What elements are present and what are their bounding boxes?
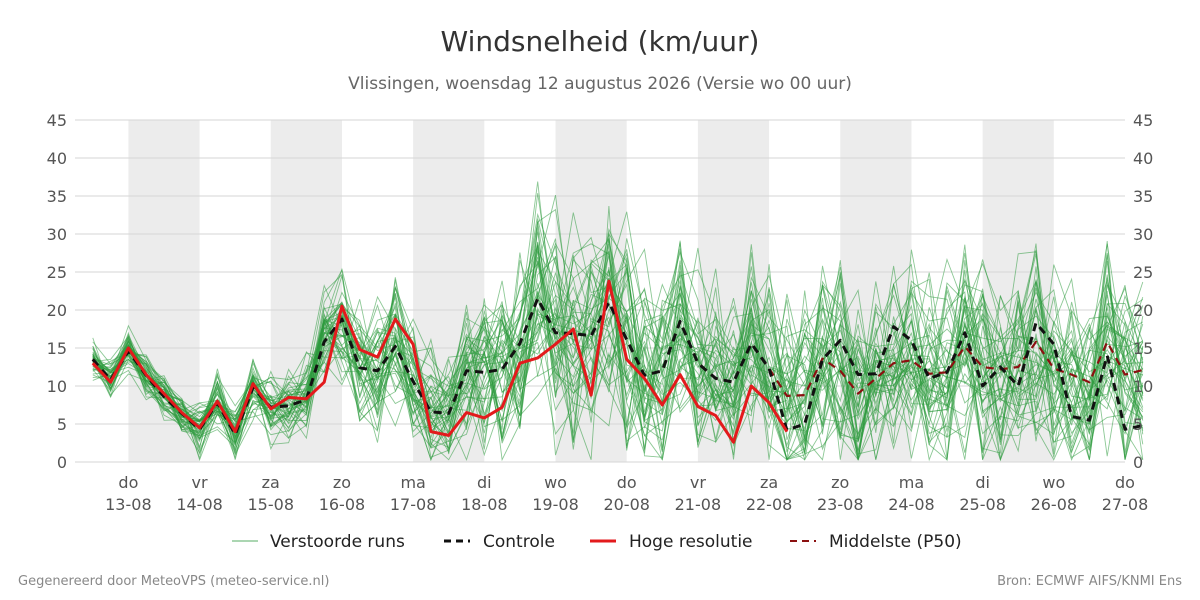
y-tick-right-0: 0 bbox=[1133, 453, 1143, 472]
x-tick-date-24-08: 24-08 bbox=[888, 495, 935, 514]
ensemble-run-47 bbox=[92, 240, 1144, 460]
ensemble-run-49 bbox=[92, 264, 1144, 460]
main-series bbox=[91, 279, 1144, 444]
y-tick-right-20: 20 bbox=[1133, 301, 1153, 320]
y-tick-left-30: 30 bbox=[47, 225, 67, 244]
chart-title: Windsnelheid (km/uur) bbox=[441, 25, 760, 58]
x-tick-day-13-08: do bbox=[118, 473, 138, 492]
ensemble-run-50 bbox=[92, 249, 1144, 453]
x-tick-day-22-08: za bbox=[760, 473, 778, 492]
legend: Verstoorde runs Controle Hoge resolutie … bbox=[232, 532, 962, 552]
x-tick-date-16-08: 16-08 bbox=[319, 495, 366, 514]
x-tick-day-26-08: wo bbox=[1042, 473, 1065, 492]
x-tick-day-16-08: zo bbox=[333, 473, 351, 492]
y-tick-right-10: 10 bbox=[1133, 377, 1153, 396]
x-tick-date-26-08: 26-08 bbox=[1031, 495, 1078, 514]
y-tick-right-35: 35 bbox=[1133, 187, 1153, 206]
y-tick-right-25: 25 bbox=[1133, 263, 1153, 282]
ensemble-run-48 bbox=[92, 251, 1144, 461]
y-tick-right-5: 5 bbox=[1133, 415, 1143, 434]
x-tick-date-27-08: 27-08 bbox=[1102, 495, 1149, 514]
x-tick-date-13-08: 13-08 bbox=[105, 495, 152, 514]
y-tick-left-20: 20 bbox=[47, 301, 67, 320]
x-tick-day-17-08: ma bbox=[400, 473, 425, 492]
y-tick-left-0: 0 bbox=[57, 453, 67, 472]
x-tick-date-23-08: 23-08 bbox=[817, 495, 864, 514]
x-tick-day-25-08: di bbox=[975, 473, 990, 492]
x-tick-day-27-08: do bbox=[1115, 473, 1135, 492]
y-tick-right-40: 40 bbox=[1133, 149, 1153, 168]
x-tick-day-15-08: za bbox=[262, 473, 280, 492]
legend-label-p50: Middelste (P50) bbox=[829, 532, 962, 552]
y-tick-left-5: 5 bbox=[57, 415, 67, 434]
chart-subtitle: Vlissingen, woensdag 12 augustus 2026 (V… bbox=[348, 74, 852, 94]
footer-generator: Gegenereerd door MeteoVPS (meteo-service… bbox=[18, 574, 329, 589]
x-tick-date-21-08: 21-08 bbox=[675, 495, 722, 514]
x-tick-day-14-08: vr bbox=[192, 473, 208, 492]
y-tick-right-45: 45 bbox=[1133, 111, 1153, 130]
legend-label-hoge-resolutie: Hoge resolutie bbox=[629, 532, 753, 552]
y-tick-left-15: 15 bbox=[47, 339, 67, 358]
x-tick-date-14-08: 14-08 bbox=[176, 495, 223, 514]
series-hoge-resolutie bbox=[91, 279, 789, 444]
y-tick-left-40: 40 bbox=[47, 149, 67, 168]
y-tick-right-15: 15 bbox=[1133, 339, 1153, 358]
x-tick-day-24-08: ma bbox=[899, 473, 924, 492]
x-tick-day-21-08: vr bbox=[690, 473, 706, 492]
x-axis-ticks: do 13-08 vr 14-08 za 15-08 zo 16-08 ma 17-08 di 18-… bbox=[105, 473, 1148, 514]
x-tick-date-18-08: 18-08 bbox=[461, 495, 508, 514]
y-axis-ticks: 0 0 5 5 10 10 15 15 20 20 25 25 30 30 35 35 40 40 45 45 bbox=[47, 111, 1154, 472]
y-tick-left-45: 45 bbox=[47, 111, 67, 130]
x-tick-date-25-08: 25-08 bbox=[959, 495, 1006, 514]
x-tick-date-17-08: 17-08 bbox=[390, 495, 437, 514]
x-tick-day-19-08: wo bbox=[544, 473, 567, 492]
ensemble-run-36 bbox=[92, 243, 1144, 442]
y-tick-right-30: 30 bbox=[1133, 225, 1153, 244]
x-tick-day-23-08: zo bbox=[831, 473, 849, 492]
y-tick-left-10: 10 bbox=[47, 377, 67, 396]
legend-label-verstoorde: Verstoorde runs bbox=[270, 532, 405, 552]
x-tick-date-19-08: 19-08 bbox=[532, 495, 579, 514]
x-tick-date-20-08: 20-08 bbox=[603, 495, 650, 514]
x-tick-day-20-08: do bbox=[617, 473, 637, 492]
y-tick-left-35: 35 bbox=[47, 187, 67, 206]
ensemble-run-37 bbox=[92, 266, 1144, 462]
y-tick-left-25: 25 bbox=[47, 263, 67, 282]
x-tick-day-18-08: di bbox=[477, 473, 492, 492]
x-tick-date-15-08: 15-08 bbox=[248, 495, 295, 514]
legend-label-controle: Controle bbox=[483, 532, 555, 552]
footer-source: Bron: ECMWF AIFS/KNMI Ens bbox=[997, 574, 1182, 589]
x-tick-date-22-08: 22-08 bbox=[746, 495, 793, 514]
